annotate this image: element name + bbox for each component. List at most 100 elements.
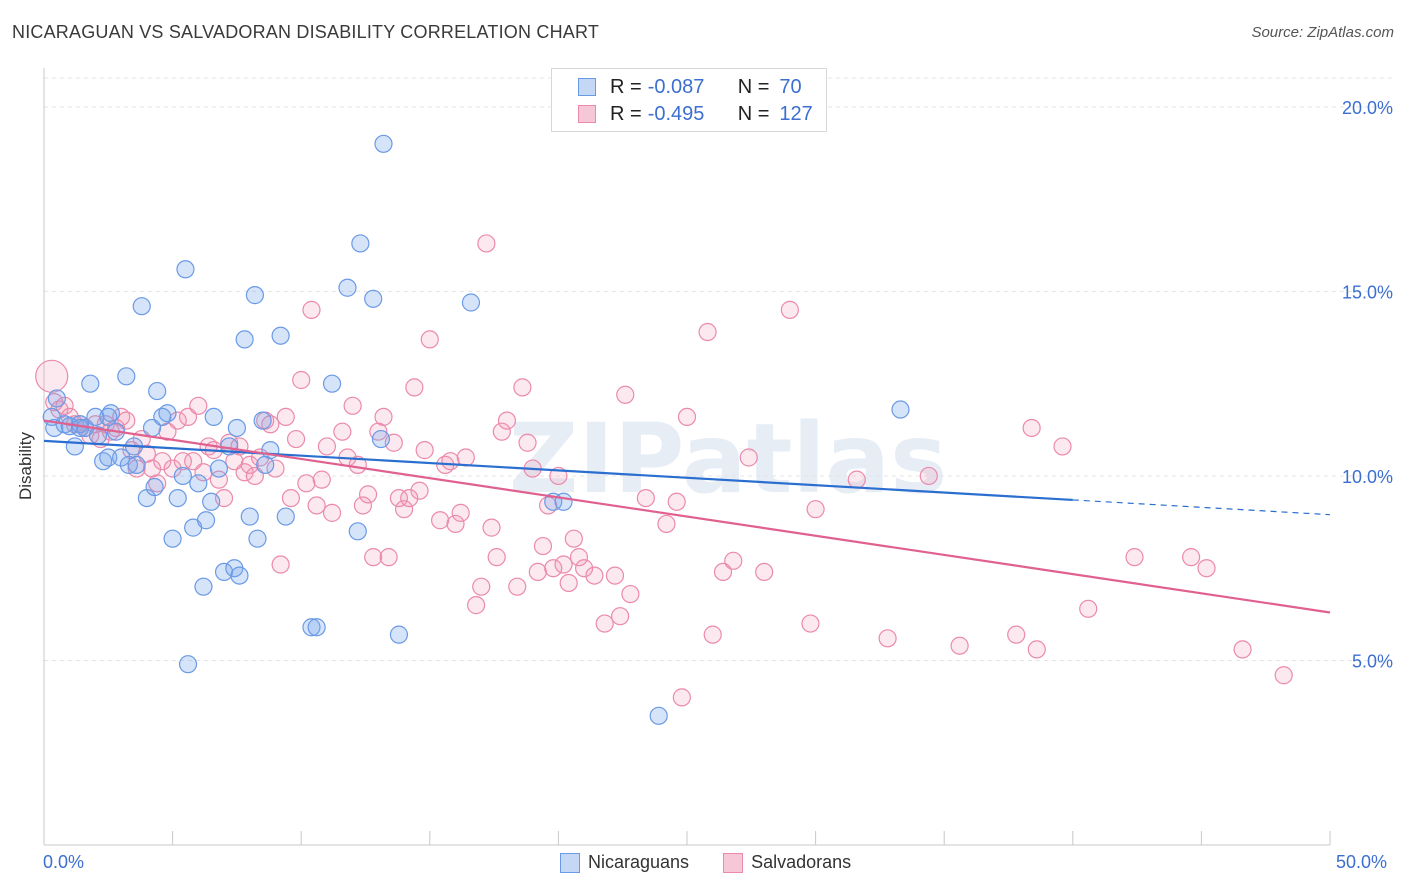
nicaraguan-trend-line [43, 439, 1073, 502]
nicaraguan-point [163, 529, 182, 548]
salvadoran-point [667, 492, 686, 511]
legend-n-value: 127 [779, 102, 813, 125]
salvadoran-point [415, 441, 434, 460]
salvadoran-point [780, 300, 799, 319]
salvadoran-point [343, 396, 362, 415]
salvadoran-point [173, 452, 192, 471]
nicaraguan-point [214, 562, 234, 582]
nicaraguan-point [209, 459, 228, 478]
legend-row-salvadorans: R = -0.495 N = 127 [552, 102, 813, 126]
salvadoran-point [446, 514, 465, 534]
nicaraguan-point [271, 326, 290, 345]
salvadoran-point [1197, 559, 1216, 578]
salvadoran-point [611, 607, 630, 626]
salvadoran-point [35, 359, 69, 393]
salvadoran-point [266, 459, 285, 478]
salvadoran-point [569, 548, 589, 567]
salvadoran-point [575, 559, 594, 578]
salvadoran-point [1027, 640, 1046, 659]
salvadoran-point [184, 452, 203, 471]
salvadoran-point [276, 407, 295, 427]
nicaraguan-point [307, 618, 326, 637]
nicaraguan-point [119, 455, 138, 474]
salvadoran-point [482, 518, 501, 537]
legend-r-label: R = [610, 75, 642, 98]
salvadoran-point [163, 459, 182, 478]
legend-r-value: -0.087 [647, 75, 705, 98]
salvadoran-point [1007, 625, 1026, 644]
x-tick-label-min: 0.0% [43, 852, 85, 872]
nicaraguan-point [240, 507, 259, 526]
salvadoran-point [492, 422, 511, 441]
salvadoran-point [271, 555, 290, 574]
salvadoran-point [564, 529, 583, 548]
salvadoran-point [312, 470, 331, 489]
salvadoran-point [544, 559, 563, 578]
nicaraguan-point [461, 293, 481, 312]
salvadoran-point [322, 503, 342, 522]
salvadoran-trend-line [43, 419, 1331, 614]
salvadoran-point [559, 573, 578, 593]
nicaraguan-point [99, 407, 118, 427]
nicaraguan-point [65, 437, 84, 456]
salvadoran-point [739, 448, 758, 467]
salvadoran-point [508, 577, 527, 596]
salvadoran-point [302, 300, 321, 319]
nicaraguan-point [99, 448, 118, 467]
legend-n-value: 70 [779, 75, 802, 98]
nicaraguan-point [173, 466, 192, 486]
salvadoran-point [1233, 640, 1252, 659]
salvadoran-point [281, 488, 301, 508]
y-tick-label: 5.0% [1352, 651, 1393, 671]
salvadoran-point [621, 584, 640, 604]
nicaraguan-point [364, 289, 383, 308]
salvadoran-point [657, 514, 676, 534]
legend-n-label: N = [737, 75, 770, 98]
salvadoran-point [878, 629, 897, 648]
nicaraguan-point [348, 522, 367, 541]
legend-swatch-nicaraguans [578, 78, 596, 96]
nicaraguan-point [70, 418, 90, 438]
legend-r-value: -0.495 [647, 102, 705, 125]
salvadoran-point [466, 596, 486, 615]
salvadoran-point [477, 234, 496, 253]
salvadoran-point [189, 396, 208, 415]
salvadoran-point [1182, 548, 1201, 567]
nicaraguan-point [178, 655, 198, 674]
nicaraguan-point [230, 566, 249, 585]
nicaraguan-point [176, 260, 195, 279]
salvadoran-point [698, 322, 717, 342]
salvadoran-point [353, 496, 373, 515]
salvadoran-point [528, 562, 547, 582]
salvadoran-point [178, 407, 198, 427]
salvadoran-point [153, 452, 172, 471]
salvadoran-point [585, 566, 604, 585]
salvadoran-point [410, 481, 429, 500]
salvadoran-point [456, 448, 475, 467]
nicaraguan-point [145, 477, 164, 497]
series-swatch-nicaraguans [560, 852, 580, 873]
salvadoran-point [1022, 418, 1041, 438]
nicaraguan-point [235, 330, 254, 349]
salvadoran-point [451, 503, 470, 522]
nicaraguan-point [227, 418, 246, 438]
nicaraguan-point [189, 474, 208, 493]
nicaraguan-point [168, 488, 187, 508]
nicaraguan-point [371, 429, 391, 449]
salvadoran-point [400, 488, 419, 508]
nicaraguan-point [47, 389, 66, 408]
nicaraguan-point [389, 625, 409, 644]
salvadoran-point [1125, 548, 1144, 567]
salvadoran-point [333, 422, 352, 441]
legend-r-label: R = [610, 102, 642, 125]
nicaraguan-point [202, 492, 221, 511]
chart-title: NICARAGUAN VS SALVADORAN DISABILITY CORR… [12, 22, 600, 42]
nicaraguan-point [148, 381, 167, 401]
salvadoran-point [616, 385, 635, 404]
y-tick-label: 15.0% [1342, 282, 1393, 302]
salvadoran-point [950, 636, 969, 655]
nicaraguan-point [302, 618, 321, 637]
salvadoran-point [286, 429, 306, 449]
salvadoran-point [374, 407, 393, 427]
